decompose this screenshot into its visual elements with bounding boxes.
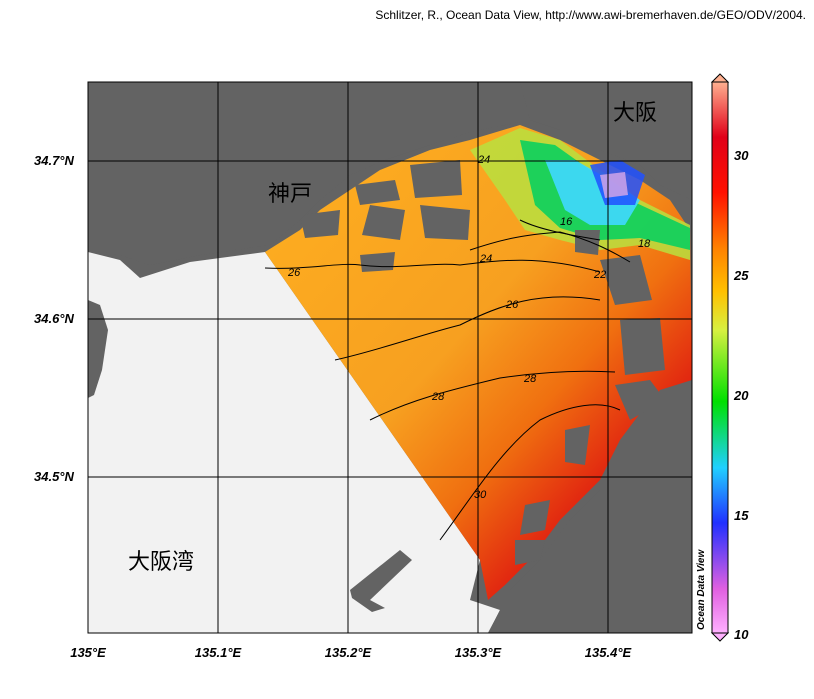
place-name-osaka-bay: 大阪湾 [128,550,195,575]
colorbar-tick-10: 10 [734,627,749,642]
colorbar-tick-20: 20 [734,388,749,403]
grid-lines [88,82,692,633]
colorbar-tick-25: 25 [734,268,749,283]
credit-line: Schlitzer, R., Ocean Data View, http://w… [375,8,806,22]
contour-label-24a: 24 [477,154,490,166]
contour-label-28a: 28 [431,391,445,403]
west-coast-land [88,300,108,398]
lon-label-135-1: 135.1°E [194,645,242,660]
lat-label-34-6: 34.6°N [34,311,74,326]
cool-plume-violet [600,172,628,198]
south-island [350,550,412,612]
colorbar-tick-15: 15 [734,508,749,523]
contour-label-22: 22 [593,269,606,281]
port-islands [300,160,665,565]
place-name-osaka: 大阪 [613,101,658,126]
contour-lines [264,219,631,541]
contour-line-26b [334,296,601,361]
contour-label-30: 30 [474,489,487,501]
lon-label-135-2: 135.2°E [324,645,372,660]
contour-line-26a [264,259,601,273]
lat-label-34-5: 34.5°N [34,469,74,484]
colorbar [711,81,729,634]
colorbar-tick-30: 30 [734,148,749,163]
no-data-sea [88,252,500,633]
east-coast-land [488,380,692,633]
lon-label-135-4: 135.4°E [584,645,632,660]
contour-label-28b: 28 [523,373,537,385]
lat-label-34-7: 34.7°N [34,153,74,168]
osaka-land [520,82,692,200]
contour-label-26a: 26 [287,267,301,279]
map-panel [88,82,692,633]
contour-line-28 [369,370,616,421]
kobe-land [88,82,520,265]
contour-line-24 [469,231,631,263]
contour-labels: 16 18 22 24 24 26 26 28 28 30 [287,154,651,501]
lon-label-135-0: 135°E [70,645,106,660]
colorbar-top-arrow [710,73,730,83]
contour-label-18: 18 [638,238,651,250]
place-name-kobe: 神戸 [268,182,313,207]
contour-label-16: 16 [560,216,573,228]
contour-line-22 [519,219,601,241]
cool-plume-cyan [545,160,640,225]
lon-label-135-3: 135.3°E [454,645,502,660]
colorbar-bottom-arrow [710,632,730,642]
contour-label-26b: 26 [505,299,519,311]
map-frame [87,81,693,634]
ocean-data-view-watermark: Ocean Data View [696,549,707,630]
contour-label-24b: 24 [479,253,492,265]
contour-line-30 [439,404,621,541]
